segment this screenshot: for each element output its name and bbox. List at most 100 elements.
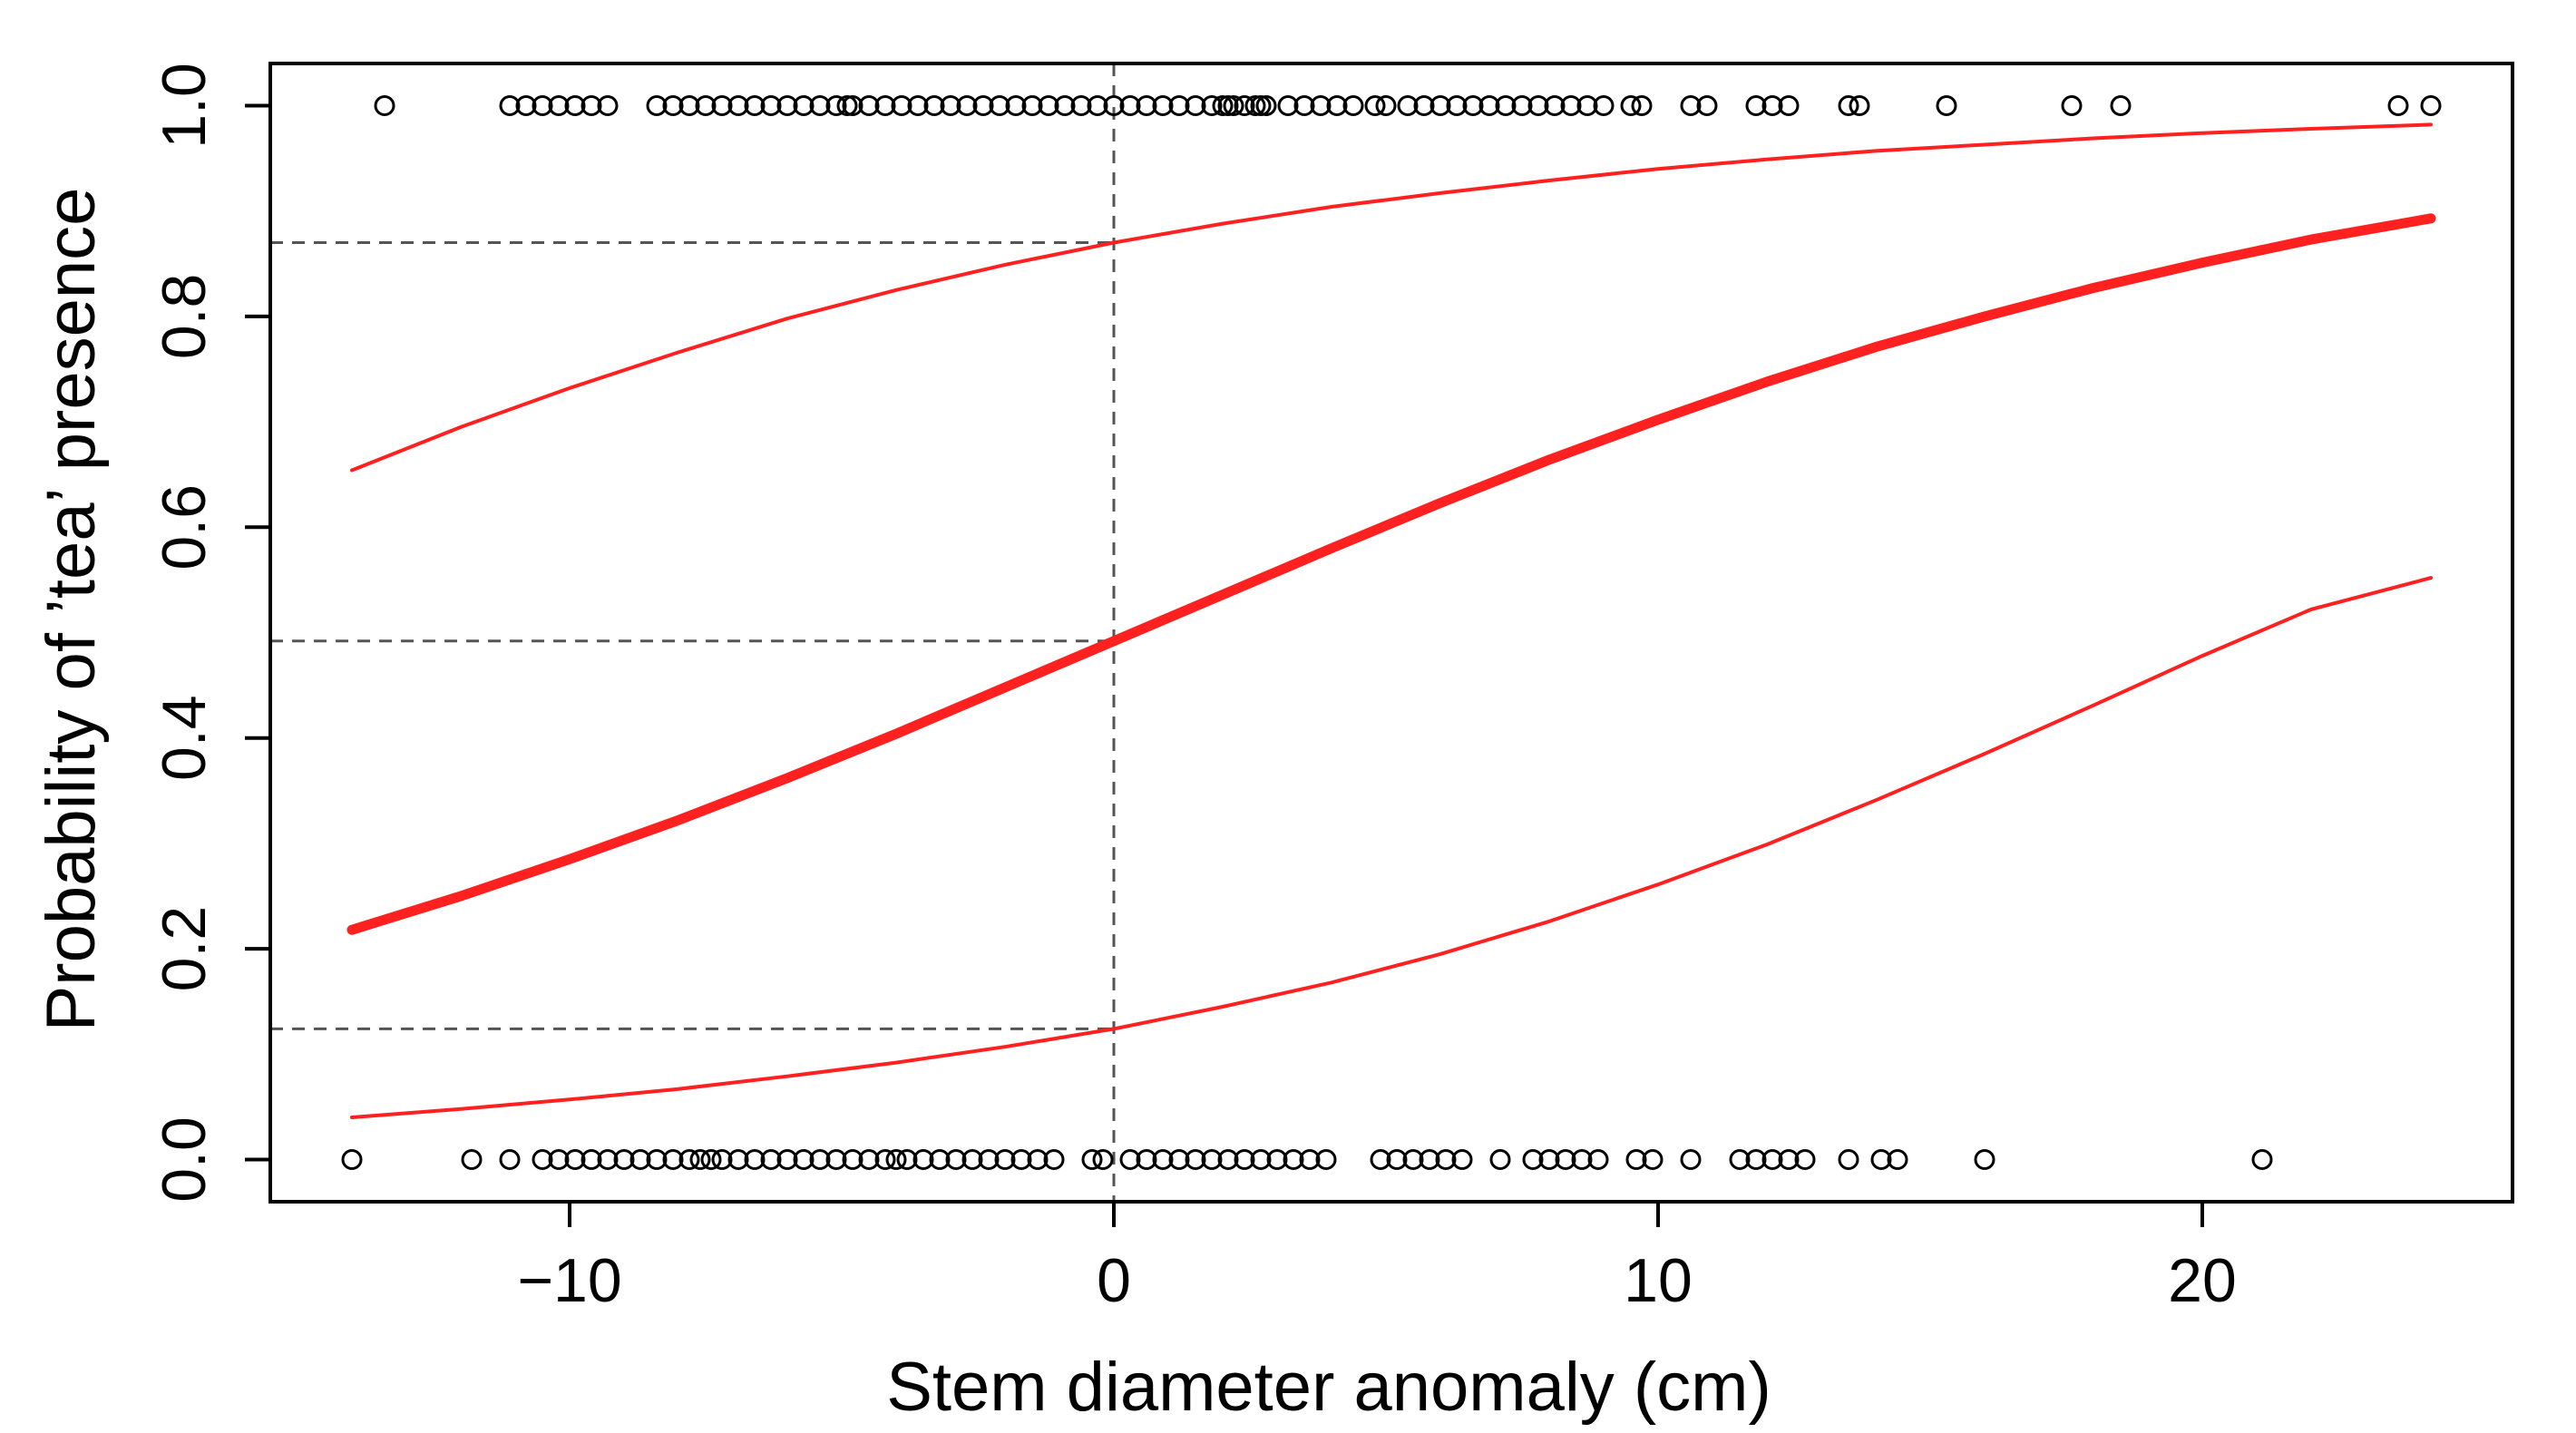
point-present [940, 95, 961, 116]
point-absent [825, 1149, 847, 1170]
point-present [646, 95, 668, 116]
point-absent [1370, 1149, 1391, 1170]
point-present [1838, 95, 1859, 116]
point-present [1446, 95, 1468, 116]
y-axis-title: Probability of ’tea’ presence [33, 188, 110, 1032]
point-present [374, 95, 395, 116]
point-absent [896, 1149, 918, 1170]
point-absent [711, 1149, 733, 1170]
point-present [515, 95, 537, 116]
point-absent [793, 1149, 815, 1170]
point-present [2110, 95, 2132, 116]
x-axis-title: Stem diameter anomaly (cm) [886, 1349, 1771, 1426]
point-absent [678, 1149, 700, 1170]
point-absent [1870, 1149, 1892, 1170]
point-present [1576, 95, 1598, 116]
series-line-confidence-upper [350, 122, 2433, 473]
point-absent [1489, 1149, 1511, 1170]
point-absent [1625, 1149, 1647, 1170]
y-tick-label: 1.0 [150, 63, 219, 149]
point-present [1185, 95, 1206, 116]
point-present [1217, 95, 1239, 116]
x-tick-label: 0 [1097, 1246, 1131, 1315]
x-tick-label: 10 [1624, 1246, 1693, 1315]
point-present [662, 95, 684, 116]
point-absent [646, 1149, 668, 1170]
point-absent [1043, 1149, 1065, 1170]
point-absent [597, 1149, 619, 1170]
point-present [1745, 95, 1767, 116]
point-present [744, 95, 766, 116]
point-present [532, 95, 553, 116]
point-absent [548, 1149, 570, 1170]
point-absent [1642, 1149, 1664, 1170]
point-present [923, 95, 945, 116]
point-absent [461, 1149, 483, 1170]
point-absent [581, 1149, 602, 1170]
point-present [1021, 95, 1043, 116]
y-axis: 0.0 0.2 0.4 0.6 0.8 1.0 [150, 63, 272, 1203]
x-tick-label: −10 [517, 1246, 621, 1315]
y-tick-label: 0.8 [150, 274, 219, 360]
point-absent [1217, 1149, 1239, 1170]
point-present [1326, 95, 1348, 116]
point-present [1375, 95, 1397, 116]
point-present [1761, 95, 1783, 116]
point-absent [662, 1149, 684, 1170]
point-absent [776, 1149, 798, 1170]
point-absent [1010, 1149, 1032, 1170]
point-absent [1538, 1149, 1560, 1170]
point-absent [1571, 1149, 1593, 1170]
y-tick-label: 0.4 [150, 695, 219, 781]
point-present [1234, 95, 1255, 116]
point-present [727, 95, 749, 116]
point-present [1936, 95, 1957, 116]
point-present [809, 95, 831, 116]
point-present [1223, 95, 1244, 116]
point-present [1168, 95, 1190, 116]
point-present [956, 95, 978, 116]
point-present [597, 95, 619, 116]
point-absent [341, 1149, 363, 1170]
point-absent [1974, 1149, 1995, 1170]
point-absent [727, 1149, 749, 1170]
point-present [972, 95, 994, 116]
point-present [1620, 95, 1642, 116]
point-absent [2251, 1149, 2273, 1170]
point-absent [1250, 1149, 1272, 1170]
point-absent [1402, 1149, 1424, 1170]
point-absent [1451, 1149, 1473, 1170]
point-absent [978, 1149, 1000, 1170]
point-absent [1419, 1149, 1440, 1170]
point-present [1201, 95, 1223, 116]
point-present [1849, 95, 1870, 116]
point-absent [1729, 1149, 1751, 1170]
point-absent [1522, 1149, 1544, 1170]
point-present [1696, 95, 1718, 116]
point-present [695, 95, 717, 116]
point-absent [961, 1149, 983, 1170]
point-absent [1283, 1149, 1304, 1170]
point-present [1103, 95, 1125, 116]
point-present [1364, 95, 1386, 116]
series-line-confidence-lower [350, 576, 2433, 1119]
point-present [1212, 95, 1234, 116]
point-present [1250, 95, 1272, 116]
point-present [1277, 95, 1299, 116]
point-present [499, 95, 521, 116]
point-absent [564, 1149, 586, 1170]
x-tick-label: 20 [2168, 1246, 2237, 1315]
point-absent [1152, 1149, 1174, 1170]
series-line-fitted-curve-thick [346, 213, 2436, 935]
point-present [548, 95, 570, 116]
point-absent [1315, 1149, 1337, 1170]
point-present [1560, 95, 1582, 116]
point-absent [499, 1149, 521, 1170]
point-present [842, 95, 864, 116]
point-present [1310, 95, 1332, 116]
point-present [1152, 95, 1174, 116]
point-present [1397, 95, 1419, 116]
point-absent [1027, 1149, 1049, 1170]
point-present [581, 95, 602, 116]
